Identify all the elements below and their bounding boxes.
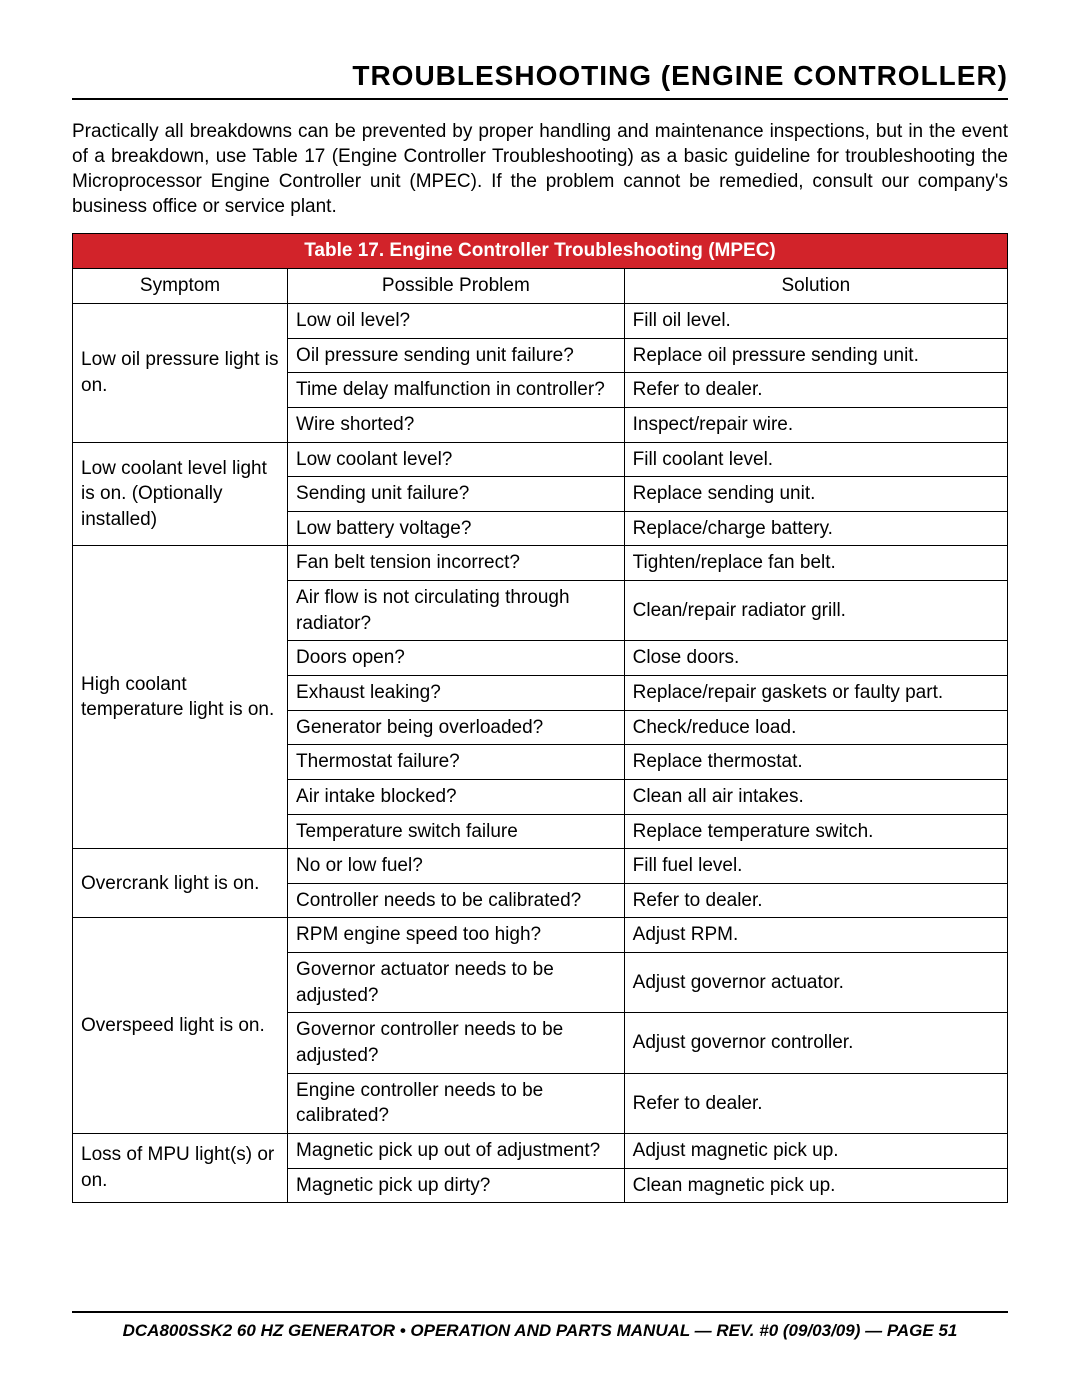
symptom-cell: Low oil pressure light is on. (73, 303, 288, 442)
problem-cell: Time delay malfunction in controller? (288, 373, 625, 408)
solution-cell: Replace/repair gaskets or faulty part. (624, 676, 1007, 711)
problem-cell: Exhaust leaking? (288, 676, 625, 711)
table-row: Overcrank light is on.No or low fuel?Fil… (73, 849, 1008, 884)
footer-rule (72, 1311, 1008, 1313)
problem-cell: Low oil level? (288, 303, 625, 338)
problem-cell: RPM engine speed too high? (288, 918, 625, 953)
problem-cell: Temperature switch failure (288, 814, 625, 849)
problem-cell: Sending unit failure? (288, 477, 625, 512)
solution-cell: Clean all air intakes. (624, 779, 1007, 814)
problem-cell: Magnetic pick up out of adjustment? (288, 1133, 625, 1168)
table-row: Overspeed light is on.RPM engine speed t… (73, 918, 1008, 953)
page-title: TROUBLESHOOTING (ENGINE CONTROLLER) (72, 60, 1008, 92)
solution-cell: Fill coolant level. (624, 442, 1007, 477)
solution-cell: Adjust RPM. (624, 918, 1007, 953)
symptom-cell: Overspeed light is on. (73, 918, 288, 1133)
col-header-symptom: Symptom (73, 269, 288, 304)
problem-cell: Thermostat failure? (288, 745, 625, 780)
problem-cell: Wire shorted? (288, 407, 625, 442)
problem-cell: Low battery voltage? (288, 511, 625, 546)
symptom-cell: High coolant temperature light is on. (73, 546, 288, 849)
footer-text: DCA800SSK2 60 HZ GENERATOR • OPERATION A… (72, 1321, 1008, 1341)
intro-paragraph: Practically all breakdowns can be preven… (72, 119, 1008, 219)
symptom-cell: Low coolant level light is on. (Optional… (73, 442, 288, 546)
table-row: Loss of MPU light(s) or on.Magnetic pick… (73, 1133, 1008, 1168)
solution-cell: Inspect/repair wire. (624, 407, 1007, 442)
solution-cell: Replace thermostat. (624, 745, 1007, 780)
solution-cell: Tighten/replace fan belt. (624, 546, 1007, 581)
problem-cell: No or low fuel? (288, 849, 625, 884)
solution-cell: Adjust governor controller. (624, 1013, 1007, 1073)
troubleshooting-table: Table 17. Engine Controller Troubleshoot… (72, 233, 1008, 1203)
problem-cell: Engine controller needs to be calibrated… (288, 1073, 625, 1133)
solution-cell: Replace sending unit. (624, 477, 1007, 512)
col-header-solution: Solution (624, 269, 1007, 304)
table-body: Symptom Possible Problem Solution Low oi… (73, 269, 1008, 1203)
solution-cell: Adjust governor actuator. (624, 953, 1007, 1013)
problem-cell: Magnetic pick up dirty? (288, 1168, 625, 1203)
problem-cell: Governor controller needs to be adjusted… (288, 1013, 625, 1073)
solution-cell: Fill oil level. (624, 303, 1007, 338)
problem-cell: Controller needs to be calibrated? (288, 883, 625, 918)
problem-cell: Governor actuator needs to be adjusted? (288, 953, 625, 1013)
problem-cell: Low coolant level? (288, 442, 625, 477)
solution-cell: Fill fuel level. (624, 849, 1007, 884)
table-row: Low coolant level light is on. (Optional… (73, 442, 1008, 477)
symptom-cell: Loss of MPU light(s) or on. (73, 1133, 288, 1202)
solution-cell: Replace oil pressure sending unit. (624, 338, 1007, 373)
solution-cell: Clean/repair radiator grill. (624, 581, 1007, 641)
problem-cell: Generator being overloaded? (288, 710, 625, 745)
solution-cell: Adjust magnetic pick up. (624, 1133, 1007, 1168)
solution-cell: Refer to dealer. (624, 883, 1007, 918)
solution-cell: Clean magnetic pick up. (624, 1168, 1007, 1203)
problem-cell: Air flow is not circulating through radi… (288, 581, 625, 641)
solution-cell: Refer to dealer. (624, 373, 1007, 408)
table-row: High coolant temperature light is on.Fan… (73, 546, 1008, 581)
problem-cell: Doors open? (288, 641, 625, 676)
table-caption: Table 17. Engine Controller Troubleshoot… (73, 234, 1008, 269)
solution-cell: Replace/charge battery. (624, 511, 1007, 546)
symptom-cell: Overcrank light is on. (73, 849, 288, 918)
problem-cell: Air intake blocked? (288, 779, 625, 814)
table-header-row: Symptom Possible Problem Solution (73, 269, 1008, 304)
solution-cell: Check/reduce load. (624, 710, 1007, 745)
col-header-problem: Possible Problem (288, 269, 625, 304)
solution-cell: Close doors. (624, 641, 1007, 676)
solution-cell: Replace temperature switch. (624, 814, 1007, 849)
title-rule (72, 98, 1008, 100)
solution-cell: Refer to dealer. (624, 1073, 1007, 1133)
problem-cell: Oil pressure sending unit failure? (288, 338, 625, 373)
page-footer: DCA800SSK2 60 HZ GENERATOR • OPERATION A… (72, 1311, 1008, 1341)
table-row: Low oil pressure light is on.Low oil lev… (73, 303, 1008, 338)
problem-cell: Fan belt tension incorrect? (288, 546, 625, 581)
